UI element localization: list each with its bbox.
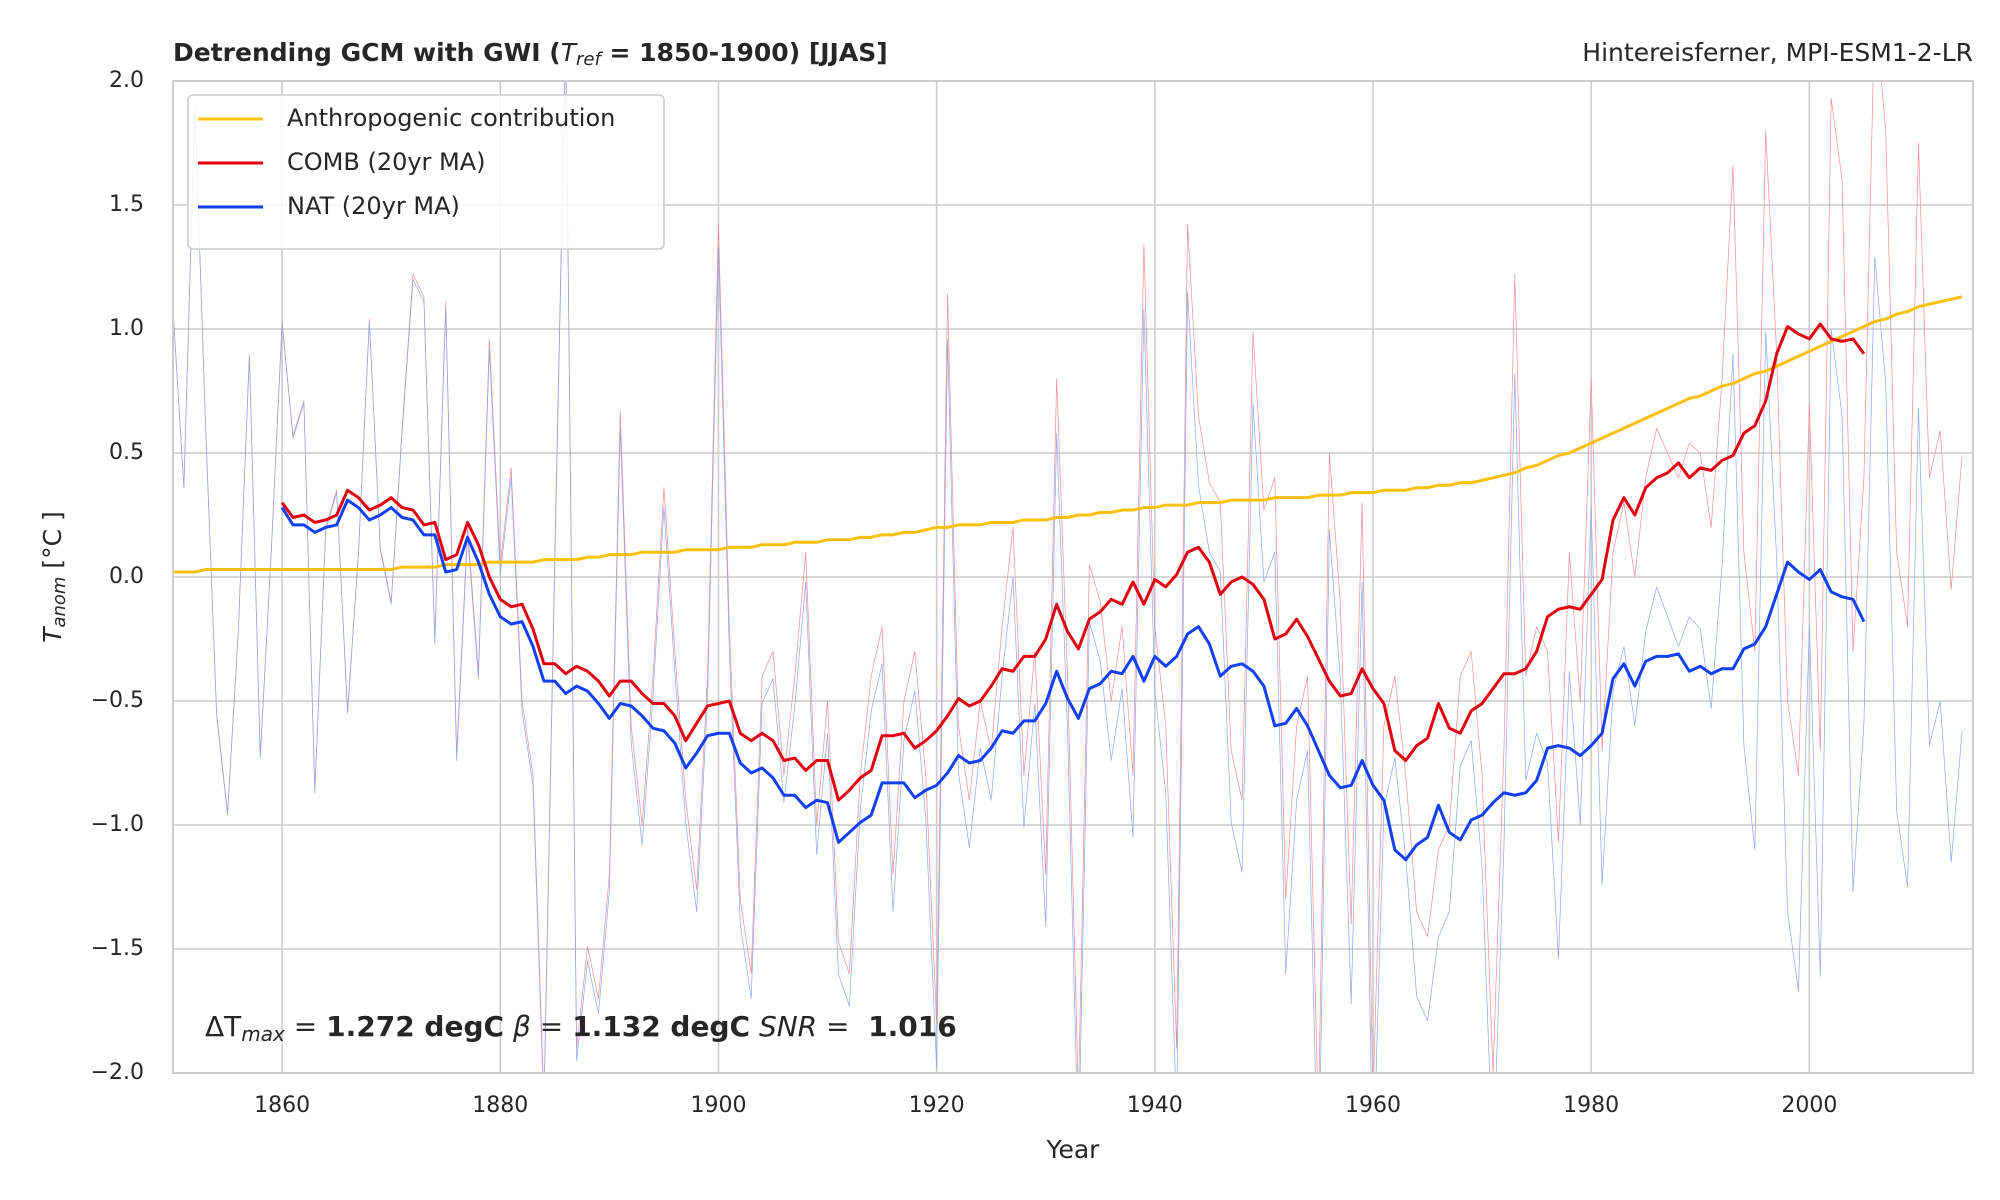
series-line [280, 322, 1866, 802]
legend-label: COMB (20yr MA) [287, 148, 486, 176]
title-text: = 1850-1900) [JJAS] [601, 38, 888, 67]
legend-frame [187, 94, 665, 250]
annotation-value: 1.132 degC [572, 1010, 750, 1043]
annotation-value: 1.272 degC [326, 1010, 504, 1043]
chart-subtitle: Hintereisferner, MPI-ESM1-2-LR [1582, 38, 1973, 67]
title-text: Detrending GCM with GWI ( [173, 38, 561, 67]
legend: Anthropogenic contribution COMB (20yr MA)… [187, 94, 665, 250]
x-tick-label: 2000 [1781, 1093, 1837, 1118]
y-tick-label: −0.5 [91, 688, 144, 713]
annotation-subscript: max [241, 1022, 285, 1046]
y-label-symbol: T [38, 626, 67, 643]
annotation-symbol: β [504, 1010, 531, 1043]
raw-series-line [173, 81, 1963, 1073]
plot-area [173, 81, 1963, 1073]
y-axis-label: Tanom [°C ] [38, 511, 70, 643]
chart-title: Detrending GCM with GWI (Tref = 1850-190… [173, 38, 888, 70]
annotation-equals: = [285, 1010, 326, 1043]
annotation-symbol: SNR [750, 1010, 817, 1043]
title-subscript: ref [576, 49, 603, 70]
series-line [280, 498, 1866, 862]
annotation-symbol: ΔT [205, 1010, 242, 1043]
plot-frame [172, 80, 1974, 1074]
y-tick-label: −1.5 [91, 936, 144, 961]
y-label-unit: [°C ] [38, 511, 67, 576]
y-tick-label: 1.5 [109, 192, 144, 217]
y-tick-label: 0.5 [109, 440, 144, 465]
annotation-equals: = [817, 1010, 858, 1043]
legend-label: NAT (20yr MA) [287, 192, 460, 220]
y-tick-label: 2.0 [109, 68, 144, 93]
title-symbol: T [561, 38, 578, 67]
x-tick-label: 1980 [1563, 1093, 1619, 1118]
y-tick-label: 0.0 [109, 564, 144, 589]
annotation: ΔTmax = 1.272 degC β = 1.132 degC SNR = … [205, 1010, 957, 1046]
x-tick-label: 1900 [690, 1093, 746, 1118]
x-tick-label: 1940 [1127, 1093, 1183, 1118]
y-tick-label: −2.0 [91, 1060, 144, 1085]
annotation-equals: = [531, 1010, 572, 1043]
y-label-subscript: anom [49, 577, 70, 628]
series-line [173, 295, 1963, 574]
x-axis-label: Year [1046, 1135, 1101, 1164]
y-tick-label: 1.0 [109, 316, 144, 341]
legend-label: Anthropogenic contribution [287, 104, 615, 132]
x-tick-label: 1920 [909, 1093, 965, 1118]
raw-series-line [173, 81, 1963, 1073]
x-tick-label: 1860 [254, 1093, 310, 1118]
x-tick-label: 1960 [1345, 1093, 1401, 1118]
x-tick-label: 1880 [472, 1093, 528, 1118]
annotation-value: 1.016 [858, 1010, 956, 1043]
y-tick-label: −1.0 [91, 812, 144, 837]
